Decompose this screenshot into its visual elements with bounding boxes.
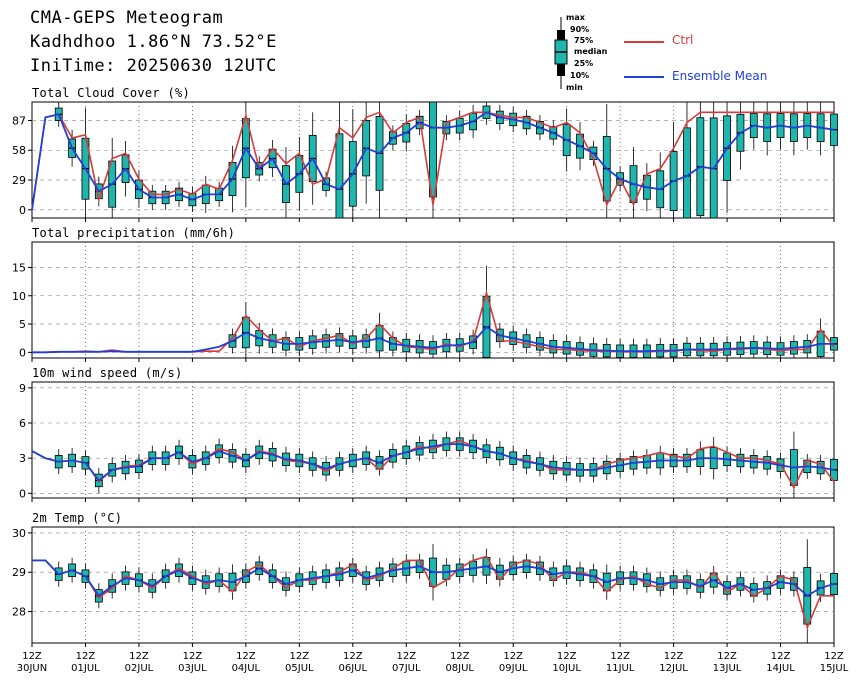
x-tick-date-label: 04JUL [232, 663, 261, 674]
panel-title: 10m wind speed (m/s) [32, 366, 183, 380]
y-tick-label: 28 [12, 606, 26, 619]
y-tick-label: 29 [12, 566, 26, 579]
mean-series-line [32, 325, 834, 354]
box-iqr [335, 133, 344, 219]
y-tick-label: 3 [19, 452, 26, 465]
x-tick-date-label: 14JUL [766, 663, 795, 674]
panel-title: 2m Temp (°C) [32, 511, 122, 525]
y-tick-label: 87 [12, 114, 26, 127]
x-tick-date-label: 11JUL [606, 663, 635, 674]
box-iqr [429, 101, 437, 198]
x-tick-time-label: 12Z [557, 651, 577, 662]
box-key-25: 25% [574, 59, 594, 68]
y-tick-label: 29 [12, 174, 26, 187]
y-tick-label: 6 [19, 417, 26, 430]
x-tick-date-label: 05JUL [285, 663, 314, 674]
ctrl-legend-line [624, 41, 664, 43]
x-tick-date-label: 07JUL [392, 663, 421, 674]
mean-series-line [31, 111, 835, 210]
y-tick-label: 9 [19, 382, 26, 395]
x-tick-time-label: 12Z [183, 651, 203, 662]
box-key-90: 90% [570, 25, 590, 34]
x-tick-time-label: 12Z [824, 651, 844, 662]
meteogram-title: CMA-GEPS Meteogram [30, 8, 224, 28]
x-tick-time-label: 12Z [503, 651, 523, 662]
ctrl-legend-label: Ctrl [672, 33, 694, 47]
box-key-10: 10% [570, 71, 590, 80]
x-tick-date-label: 08JUL [445, 663, 474, 674]
x-tick-time-label: 12Z [450, 651, 470, 662]
x-tick-date-label: 09JUL [499, 663, 528, 674]
panel-title: Total precipitation (mm/6h) [32, 226, 235, 240]
y-tick-label: 5 [19, 318, 26, 331]
x-tick-time-label: 12Z [76, 651, 96, 662]
x-tick-date-label: 03JUL [178, 663, 207, 674]
mean-series-line [31, 443, 835, 482]
x-tick-date-label: 06JUL [339, 663, 368, 674]
x-tick-time-label: 12Z [664, 651, 684, 662]
mean-legend-label: Ensemble Mean [672, 69, 768, 83]
x-tick-time-label: 12Z [290, 651, 310, 662]
y-tick-label: 0 [19, 487, 26, 500]
x-tick-time-label: 12Z [396, 651, 416, 662]
x-tick-time-label: 12Z [343, 651, 363, 662]
location-label: Kadhdhoo 1.86°N 73.52°E [30, 32, 277, 52]
x-tick-time-label: 12Z [22, 651, 42, 662]
x-tick-date-label: 30JUN [17, 663, 47, 674]
x-tick-date-label: 15JUL [820, 663, 849, 674]
x-tick-date-label: 01JUL [71, 663, 100, 674]
x-tick-time-label: 12Z [610, 651, 630, 662]
box-key-median: median [574, 47, 608, 56]
panel-title: Total Cloud Cover (%) [32, 86, 190, 100]
x-tick-date-label: 13JUL [713, 663, 742, 674]
x-tick-time-label: 12Z [717, 651, 737, 662]
y-tick-label: 0 [19, 204, 26, 217]
mean-legend-line [624, 76, 664, 78]
y-tick-label: 10 [12, 290, 26, 303]
y-tick-label: 15 [12, 261, 26, 274]
y-tick-label: 0 [19, 346, 26, 359]
box-key-75: 75% [574, 36, 594, 45]
x-tick-date-label: 12JUL [659, 663, 688, 674]
panel-frame [31, 381, 835, 499]
box-key-min: min [566, 83, 583, 92]
init-time-label: IniTime: 20250630 12UTC [30, 56, 277, 76]
ctrl-series-line [31, 111, 834, 210]
box-key-max: max [566, 13, 585, 22]
mean-series-line [32, 559, 835, 598]
box-iqr [683, 127, 691, 219]
y-tick-label: 58 [12, 144, 26, 157]
x-tick-date-label: 10JUL [552, 663, 581, 674]
x-tick-time-label: 12Z [771, 651, 791, 662]
x-tick-time-label: 12Z [129, 651, 149, 662]
x-tick-time-label: 12Z [236, 651, 256, 662]
y-tick-label: 30 [12, 527, 26, 540]
x-tick-date-label: 02JUL [125, 663, 154, 674]
